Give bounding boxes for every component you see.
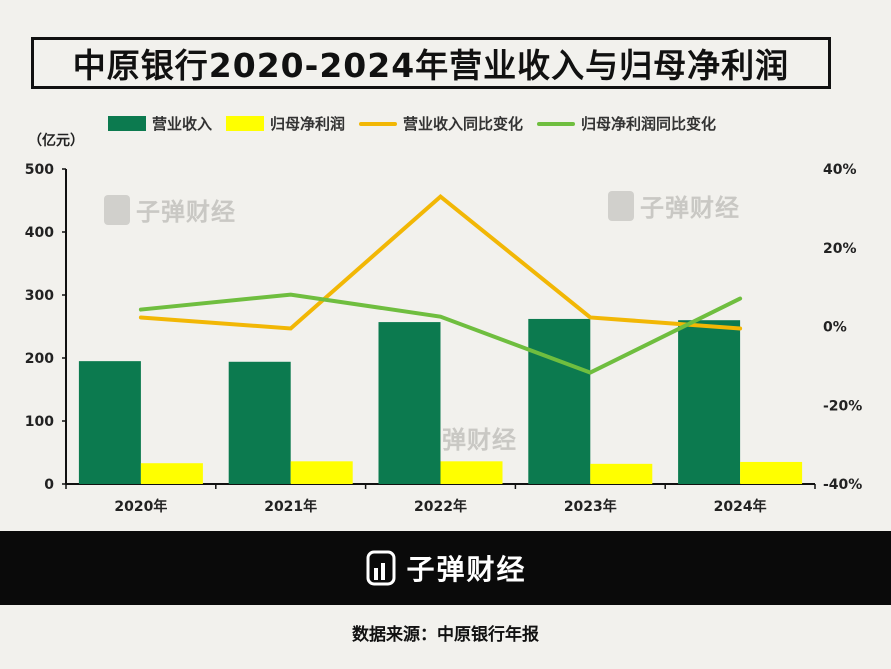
legend-label: 营业收入同比变化 xyxy=(403,115,524,133)
y2-tick-label: -20% xyxy=(823,398,862,414)
y2-tick-label: 0% xyxy=(823,320,847,336)
legend-swatch-profit-yoy xyxy=(537,121,576,126)
y-tick-label: 300 xyxy=(25,288,54,304)
x-tick-label: 2024年 xyxy=(714,498,767,515)
watermark-logo-icon xyxy=(608,190,634,221)
legend-label: 归母净利润同比变化 xyxy=(581,115,717,133)
bar-revenue xyxy=(378,322,441,484)
legend-label: 归母净利润 xyxy=(270,115,346,133)
legend-swatch-profit xyxy=(226,116,265,131)
legend: 营业收入 归母净利润 营业收入同比变化 归母净利润同比变化 xyxy=(108,113,730,134)
bar-profit xyxy=(140,463,203,484)
y2-tick-label: 40% xyxy=(823,162,857,178)
y2-tick-label: 20% xyxy=(823,241,857,257)
y-tick-label: 100 xyxy=(25,414,54,430)
line-revenue-yoy xyxy=(138,193,743,331)
y-tick-label: 500 xyxy=(25,162,54,178)
bar-profit xyxy=(290,461,353,484)
bar-revenue xyxy=(678,320,741,484)
bar-revenue xyxy=(228,361,291,484)
legend-swatch-revenue-yoy xyxy=(359,121,398,126)
bar-profit xyxy=(590,463,653,484)
x-tick-label: 2023年 xyxy=(564,498,617,515)
x-tick-label: 2020年 xyxy=(114,498,167,515)
y-tick-label: 200 xyxy=(25,351,54,367)
x-tick-label: 2022年 xyxy=(414,498,467,515)
chart-title-box: 中原银行2020-2024年营业收入与归母净利润 xyxy=(31,37,831,89)
legend-label: 营业收入 xyxy=(152,115,213,133)
y-tick-label: 400 xyxy=(25,225,54,241)
data-source: 数据来源：中原银行年报 xyxy=(352,625,539,645)
footer-band: 子弹财经 xyxy=(0,531,891,605)
watermark: 子弹财经 xyxy=(608,188,740,223)
bar-profit xyxy=(440,461,503,484)
legend-item-profit-yoy: 归母净利润同比变化 xyxy=(537,113,716,134)
x-tick-label: 2021年 xyxy=(264,498,317,515)
brand-logo-text: 子弹财经 xyxy=(406,553,527,586)
watermark-logo-icon xyxy=(104,194,130,225)
y-tick-label: 0 xyxy=(44,477,54,493)
line-profit-yoy xyxy=(138,292,743,375)
chart-title: 中原银行2020-2024年营业收入与归母净利润 xyxy=(72,46,790,85)
bar-revenue xyxy=(78,361,141,484)
legend-item-revenue-yoy: 营业收入同比变化 xyxy=(359,113,523,134)
y2-tick-label: -40% xyxy=(823,477,862,493)
legend-swatch-revenue xyxy=(108,116,146,131)
brand-logo-icon xyxy=(366,550,396,586)
y-axis-unit: （亿元） xyxy=(28,133,84,149)
bar-profit xyxy=(740,461,803,484)
bar-revenue xyxy=(528,318,591,484)
watermark: 子弹财经 xyxy=(104,192,236,227)
legend-item-profit: 归母净利润 xyxy=(226,113,345,134)
legend-item-revenue: 营业收入 xyxy=(108,113,212,134)
